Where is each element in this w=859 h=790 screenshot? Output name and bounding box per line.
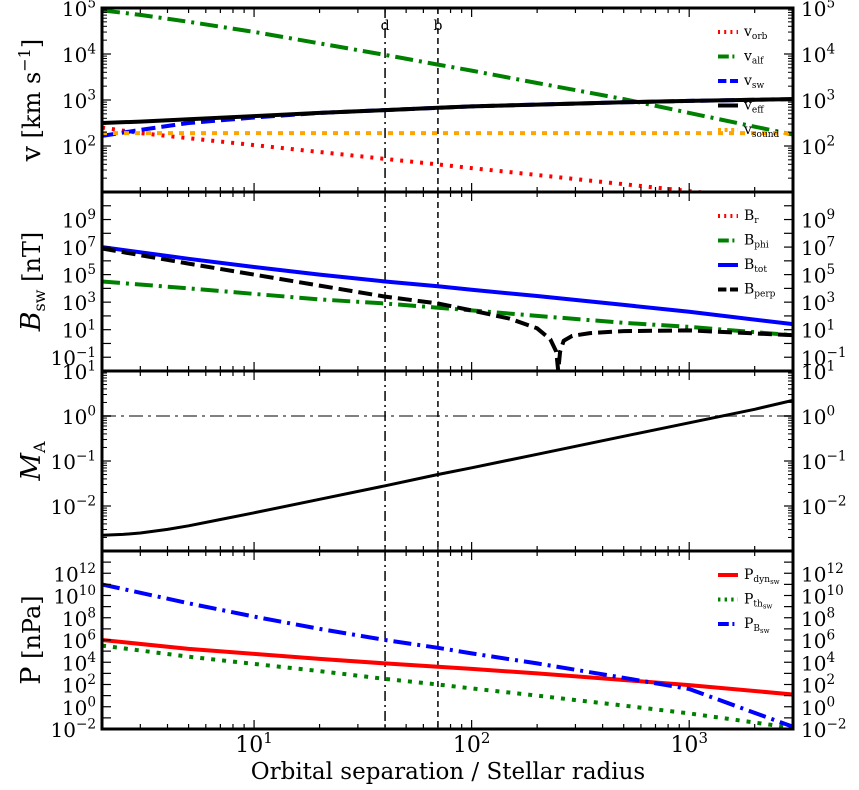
plot-area-velocity xyxy=(102,8,793,192)
y-tick-label-left: 1012 xyxy=(53,561,96,586)
panel-frame xyxy=(100,549,795,731)
y-tick-label-right: 105 xyxy=(801,262,835,287)
y-tick-label-left: 105 xyxy=(62,262,96,287)
x-tick-label: 103 xyxy=(670,729,708,758)
y-tick-label-right: 10−1 xyxy=(801,345,847,370)
y-tick-label-left: 1010 xyxy=(53,583,96,608)
y-tick-label-right: 101 xyxy=(801,359,835,384)
planet-label-d: d xyxy=(381,18,390,34)
panel-frame xyxy=(100,369,795,553)
x-axis-label: Orbital separation / Stellar radius xyxy=(251,759,645,785)
series-P_B xyxy=(102,582,793,729)
y-tick-label-left: 108 xyxy=(62,605,96,630)
series-B_phi xyxy=(102,279,793,338)
legend-label-P_B: PBsw xyxy=(744,616,770,635)
legend-label-B_r: Br xyxy=(744,208,759,226)
y-tick-label-right: 100 xyxy=(801,694,835,719)
y-tick-label-right: 104 xyxy=(801,42,835,67)
y-tick-label-right: 101 xyxy=(801,317,835,342)
y-tick-label-right: 106 xyxy=(801,628,835,653)
y-tick-label-left: 10−1 xyxy=(51,449,97,474)
y-tick-label-right: 1012 xyxy=(801,561,844,586)
series-P_dyn xyxy=(102,638,793,697)
legend-velocity: vorb valf vsw veff vsound xyxy=(718,24,780,140)
y-tick-label-left: 106 xyxy=(62,628,96,653)
series-v_alf xyxy=(102,8,793,137)
series-M_A xyxy=(102,398,793,537)
legend-label-v_sw: vsw xyxy=(743,73,765,91)
x-tick-label: 101 xyxy=(235,729,273,758)
y-axis-label-alfven-mach: MA xyxy=(16,441,49,482)
y-tick-label-left: 105 xyxy=(62,0,96,21)
y-tick-label-right: 104 xyxy=(801,650,835,675)
y-tick-label-left: 100 xyxy=(62,404,96,429)
legend-pressure: Pdynsw Pthsw PBsw xyxy=(718,567,780,635)
y-axis-label-velocity: v [km s−1] xyxy=(15,39,47,162)
y-tick-label-left: 101 xyxy=(62,317,96,342)
y-tick-label-left: 102 xyxy=(62,134,96,159)
y-tick-label-right: 109 xyxy=(801,207,835,232)
y-tick-label-left: 104 xyxy=(62,42,96,67)
x-tick-label: 102 xyxy=(453,729,491,758)
legend-magnetic-field: Br Bphi Btot Bperp xyxy=(718,208,776,300)
panel-alfven-mach: 10−2 10−2 10−1 10−1 100 100 101 101 MA xyxy=(16,359,847,553)
y-tick-label-left: 10−1 xyxy=(51,345,97,370)
y-tick-label-right: 1010 xyxy=(801,583,844,608)
y-tick-label-right: 10−2 xyxy=(801,717,847,742)
legend-label-v_alf: valf xyxy=(743,49,764,67)
plot-area-pressure xyxy=(102,551,793,729)
y-tick-label-left: 107 xyxy=(62,235,96,260)
series-B_perp xyxy=(102,246,793,371)
legend-label-v_eff: veff xyxy=(743,98,764,116)
y-axis-label-pressure: P [nPa] xyxy=(16,595,47,684)
y-tick-label-right: 105 xyxy=(801,0,835,21)
y-tick-label-left: 109 xyxy=(62,207,96,232)
y-tick-label-right: 102 xyxy=(801,672,835,697)
y-tick-label-right: 10−2 xyxy=(801,494,847,519)
legend-label-B_phi: Bphi xyxy=(744,233,769,251)
planet-label-b: b xyxy=(433,18,442,34)
y-tick-label-right: 103 xyxy=(801,290,835,315)
legend-label-B_tot: Btot xyxy=(744,257,767,275)
y-tick-label-right: 107 xyxy=(801,235,835,260)
y-tick-label-right: 10−1 xyxy=(801,449,847,474)
y-tick-label-left: 10−2 xyxy=(51,717,97,742)
y-tick-label-right: 108 xyxy=(801,605,835,630)
plot-area-magnetic-field xyxy=(102,192,793,371)
y-tick-label-left: 101 xyxy=(62,359,96,384)
y-tick-label-left: 100 xyxy=(62,694,96,719)
y-tick-label-left: 103 xyxy=(62,290,96,315)
legend-label-v_sound: vsound xyxy=(743,122,780,140)
y-axis-label-magnetic-field: Bsw [nT] xyxy=(16,232,49,333)
y-tick-label-right: 103 xyxy=(801,88,835,113)
legend-label-P_dyn: Pdynsw xyxy=(744,567,780,586)
y-tick-label-left: 103 xyxy=(62,88,96,113)
panel-frame xyxy=(100,190,795,373)
y-tick-label-left: 104 xyxy=(62,650,96,675)
y-tick-label-right: 100 xyxy=(801,404,835,429)
series-B_tot xyxy=(102,245,793,327)
legend-label-P_th: Pthsw xyxy=(744,592,772,611)
y-tick-label-right: 102 xyxy=(801,134,835,159)
plot-area-alfven-mach xyxy=(102,371,793,551)
series-v_eff xyxy=(102,97,793,125)
y-tick-label-left: 10−2 xyxy=(51,494,97,519)
legend-label-B_perp: Bperp xyxy=(744,282,776,300)
y-tick-label-left: 102 xyxy=(62,672,96,697)
legend-label-v_orb: vorb xyxy=(743,24,768,42)
